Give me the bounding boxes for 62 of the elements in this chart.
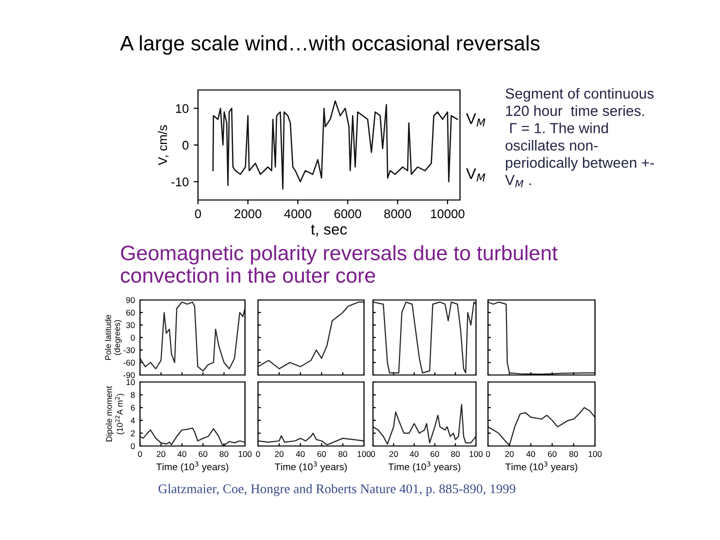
- x-axis-title: Time (10$^{3}$ years): [274, 461, 347, 472]
- y-tick-label: 10: [126, 379, 135, 386]
- y-tick-label: -90: [123, 372, 135, 378]
- x-tick-label: 0: [486, 451, 490, 457]
- y-tick-label: 60: [126, 310, 135, 316]
- x-tick-label: 40: [410, 451, 419, 457]
- y-tick-label: 4: [130, 418, 135, 424]
- y-axis-title: V, cm/s: [158, 125, 169, 166]
- y-tick-label: 90: [126, 297, 135, 304]
- y-axis-title: Pole latitude (degrees): [104, 314, 122, 360]
- y-tick-label: 2: [130, 430, 135, 436]
- y-tick-label: -10: [171, 177, 188, 186]
- x-tick-label: 10000: [431, 209, 464, 218]
- y-tick-label: 0: [130, 443, 135, 450]
- x-tick-label: 80: [569, 451, 578, 457]
- text: V$_{M}$: [466, 113, 486, 126]
- x-tick-label: 60: [548, 451, 557, 457]
- y-tick-label: -30: [123, 347, 135, 354]
- x-axis-title: t, sec: [310, 224, 347, 236]
- text: Geomagnetic polarity reversals due to turbulent convection in the outer core: [120, 245, 558, 283]
- x-axis-title: Time (10$^{3}$ years): [388, 461, 460, 472]
- x-axis-title: Time (10$^{3}$ years): [505, 461, 578, 472]
- x-tick-label: 40: [296, 451, 305, 457]
- x-axis-title: Time (10$^{3}$ years): [156, 461, 228, 472]
- x-tick-label: 80: [451, 451, 460, 457]
- line-series: [140, 302, 245, 372]
- x-tick-label: 100: [358, 451, 371, 457]
- x-tick-label: 100: [470, 451, 483, 457]
- x-tick-label: 40: [178, 451, 186, 457]
- text: Segment of continuous 120 hour time series. Γ = 1. The wind oscillates non- periodically between +- V$_{M}$ .: [505, 88, 654, 188]
- y-tick-label: -60: [123, 360, 135, 366]
- x-tick-label: 60: [317, 451, 326, 457]
- x-tick-label: 0: [371, 451, 375, 457]
- x-tick-label: 60: [198, 451, 208, 457]
- x-tick-label: 100: [238, 451, 252, 457]
- chart-title: A large scale wind…with occasional reversals: [120, 35, 540, 55]
- x-tick-label: 80: [220, 451, 228, 457]
- y-axis-title: Dipole moment (10$^{22}$A m$^{2}$): [106, 386, 124, 442]
- y-tick-label: 8: [130, 392, 135, 398]
- x-tick-label: 6000: [334, 209, 362, 218]
- y-tick-label: 0: [130, 334, 135, 341]
- x-tick-label: 0: [195, 209, 201, 218]
- x-tick-label: 8000: [384, 209, 412, 218]
- x-tick-label: 0: [138, 451, 142, 457]
- text: V$_{M}$: [466, 168, 486, 182]
- text: Glatzmaier, Coe, Hongre and Roberts Nature 401, p. 885-890, 1999: [158, 484, 516, 496]
- x-tick-label: 40: [526, 451, 536, 457]
- line-series: [212, 100, 458, 190]
- x-tick-label: 100: [588, 451, 602, 457]
- x-tick-label: 0: [256, 451, 260, 457]
- x-tick-label: 20: [274, 451, 284, 457]
- x-tick-label: 20: [389, 451, 398, 457]
- x-tick-label: 2000: [234, 209, 262, 218]
- y-tick-label: 10: [176, 104, 188, 113]
- x-tick-label: 80: [338, 451, 348, 457]
- y-tick-label: 30: [126, 322, 135, 328]
- x-tick-label: 20: [156, 451, 166, 457]
- x-tick-label: 20: [505, 451, 514, 457]
- y-tick-label: 0: [182, 140, 188, 150]
- y-tick-label: 6: [130, 404, 135, 411]
- x-tick-label: 60: [430, 451, 440, 457]
- x-tick-label: 4000: [284, 209, 312, 218]
